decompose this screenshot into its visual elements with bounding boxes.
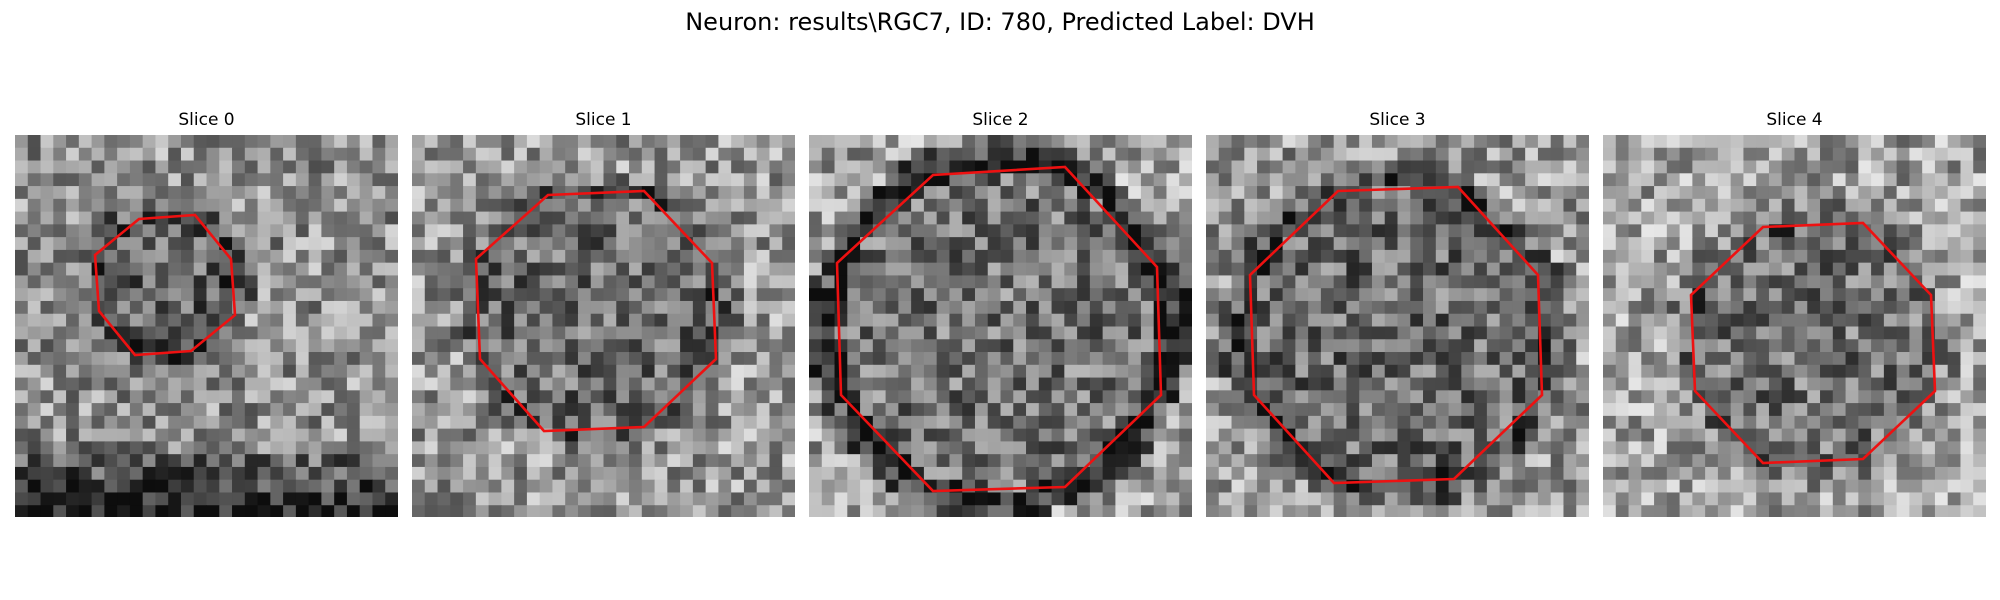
slice-0-title: Slice 0 [178, 110, 235, 130]
slice-1-title: Slice 1 [575, 110, 632, 130]
slice-2-contour [835, 165, 1163, 493]
slice-0-contour [93, 213, 237, 357]
slice-2-image [809, 135, 1192, 517]
slice-1-contour [474, 189, 718, 433]
slice-2-title: Slice 2 [972, 110, 1029, 130]
slice-4-contour [1689, 221, 1937, 465]
slice-0-image [15, 135, 398, 517]
slice-3-image [1206, 135, 1589, 517]
slice-3-title: Slice 3 [1369, 110, 1426, 130]
slice-3-contour [1248, 185, 1544, 485]
slice-1-image [412, 135, 795, 517]
figure-title: Neuron: results\RGC7, ID: 780, Predicted… [685, 8, 1315, 36]
slice-4-title: Slice 4 [1766, 110, 1823, 130]
slice-4-image [1603, 135, 1986, 517]
